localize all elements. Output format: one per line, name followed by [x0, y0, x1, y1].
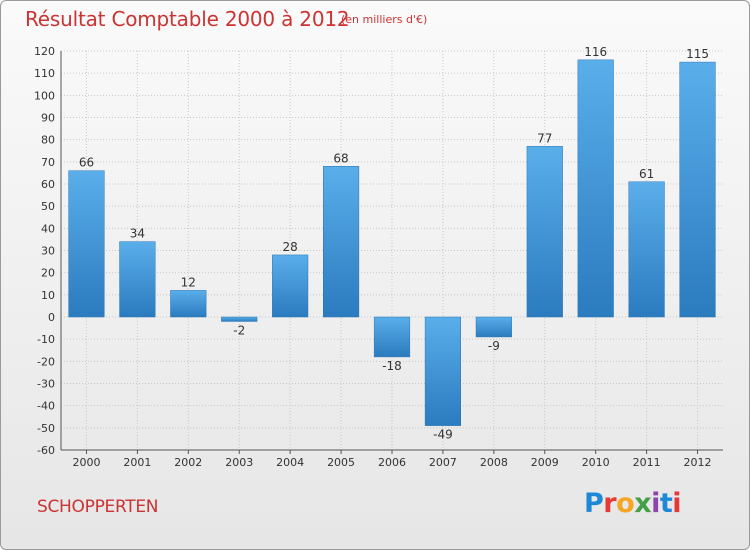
x-tick-label: 2003 [225, 456, 253, 469]
data-label: 115 [686, 47, 709, 61]
bar-2007 [424, 316, 461, 426]
data-label: 61 [639, 167, 654, 181]
y-tick-label: -40 [37, 400, 55, 413]
y-tick-label: 90 [41, 112, 55, 125]
proxiti-logo: Proxiti [584, 488, 682, 519]
y-tick-label: -60 [37, 444, 55, 457]
chart-title: Résultat Comptable 2000 à 2012 [25, 7, 350, 31]
data-label: 12 [181, 275, 196, 289]
data-label: 66 [79, 156, 94, 170]
bar-2000 [68, 170, 105, 318]
bar-2001 [119, 241, 156, 318]
logo-letter: x [634, 488, 652, 519]
bar-2004 [272, 254, 309, 318]
data-label: -18 [382, 359, 402, 373]
x-tick-label: 2011 [633, 456, 661, 469]
data-label: -2 [233, 323, 245, 337]
chart-subtitle: (en milliers d'€) [341, 13, 428, 26]
data-label: 77 [537, 131, 552, 145]
y-tick-label: 120 [34, 45, 55, 58]
y-tick-label: 10 [41, 289, 55, 302]
x-tick-label: 2000 [72, 456, 100, 469]
bars [68, 59, 716, 426]
bar-2002 [170, 290, 207, 318]
y-tick-label: 30 [41, 245, 55, 258]
logo-letter: i [651, 488, 660, 519]
y-tick-label: 60 [41, 178, 55, 191]
x-tick-label: 2002 [174, 456, 202, 469]
y-tick-label: 100 [34, 89, 55, 102]
x-tick-label: 2005 [327, 456, 355, 469]
logo-letter: o [616, 488, 635, 519]
y-tick-label: -20 [37, 355, 55, 368]
x-tick-label: 2004 [276, 456, 304, 469]
gridlines [61, 50, 723, 451]
data-label: 34 [130, 227, 145, 241]
axes: -60 -50 -40 -30 -20 -10 0 10 20 30 40 50 60 70 80 90 100… [34, 45, 723, 469]
bar-2011 [628, 181, 665, 318]
bar-2006 [373, 316, 411, 358]
x-tick-label: 2001 [123, 456, 151, 469]
data-label: 116 [584, 45, 607, 59]
x-tick-label: 2006 [378, 456, 406, 469]
bar-2010 [577, 59, 614, 318]
y-tick-label: -30 [37, 378, 55, 391]
data-labels: 66 34 12 -2 28 68 -18 -49 -9 77 116 61 115 [79, 45, 709, 442]
logo-letter: r [603, 488, 617, 519]
data-label: 28 [283, 240, 298, 254]
y-tick-label: 70 [41, 156, 55, 169]
logo-letter: t [659, 488, 673, 519]
logo-letter: i [672, 488, 682, 519]
bar-2012 [679, 61, 716, 318]
y-tick-label: 40 [41, 222, 55, 235]
data-label: -49 [433, 428, 453, 442]
data-label: 68 [333, 151, 348, 165]
x-tick-label: 2012 [684, 456, 712, 469]
x-tick-label: 2010 [582, 456, 610, 469]
y-tick-label: 80 [41, 134, 55, 147]
y-tick-label: 0 [48, 311, 55, 324]
x-tick-label: 2007 [429, 456, 457, 469]
bar-2009 [526, 146, 563, 318]
data-label: -9 [488, 339, 500, 353]
x-tick-label: 2008 [480, 456, 508, 469]
y-tick-label: 50 [41, 200, 55, 213]
y-tick-label: 110 [34, 67, 55, 80]
logo-letter: P [584, 488, 604, 519]
bar-2008 [475, 316, 512, 338]
x-tick-label: 2009 [531, 456, 559, 469]
y-tick-label: 20 [41, 267, 55, 280]
bar-2005 [323, 166, 360, 318]
commune-name: SCHOPPERTEN [37, 497, 159, 517]
bar-2003 [221, 316, 258, 322]
y-tick-label: -50 [37, 422, 55, 435]
y-tick-label: -10 [37, 333, 55, 346]
